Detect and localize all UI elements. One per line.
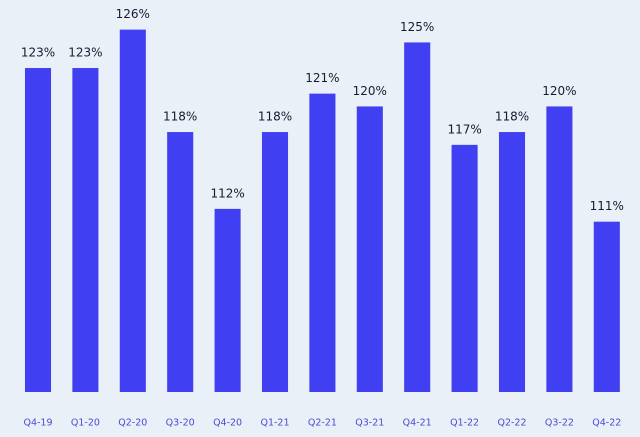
x-tick-label: Q2-22	[497, 418, 526, 429]
bar	[72, 68, 99, 393]
value-label: 123%	[68, 46, 102, 60]
x-tick-label: Q4-21	[403, 418, 432, 429]
x-tick-label: Q2-21	[308, 418, 337, 429]
bar	[261, 132, 289, 393]
bar	[451, 144, 478, 392]
bar	[214, 208, 241, 392]
x-tick-label: Q4-20	[213, 418, 242, 429]
bar	[24, 68, 52, 393]
value-label: 120%	[353, 84, 387, 98]
value-label: 111%	[590, 199, 624, 213]
value-label: 121%	[305, 71, 339, 85]
x-tick-label: Q4-19	[23, 418, 52, 429]
bar	[593, 221, 620, 392]
x-tick-label: Q1-20	[71, 418, 100, 429]
value-label: 117%	[447, 122, 481, 136]
x-tick-label: Q1-21	[260, 418, 289, 429]
value-label: 118%	[495, 110, 529, 124]
value-label: 123%	[21, 46, 55, 60]
value-label: 125%	[400, 20, 434, 34]
value-label: 118%	[163, 110, 197, 124]
value-label: 120%	[542, 84, 576, 98]
value-label: 118%	[258, 110, 292, 124]
x-tick-label: Q3-22	[545, 418, 574, 429]
bar	[498, 132, 526, 393]
bar	[119, 29, 146, 392]
x-tick-label: Q1-22	[450, 418, 479, 429]
bar	[404, 42, 431, 393]
x-tick-label: Q4-22	[592, 418, 621, 429]
x-tick-label: Q2-20	[118, 418, 147, 429]
value-label: 126%	[116, 7, 150, 21]
bar	[309, 93, 336, 392]
bar	[356, 106, 383, 392]
x-tick-label: Q3-21	[355, 418, 384, 429]
x-tick-label: Q3-20	[166, 418, 195, 429]
value-label: 112%	[210, 186, 244, 200]
bar	[167, 132, 194, 393]
bar	[546, 106, 573, 392]
